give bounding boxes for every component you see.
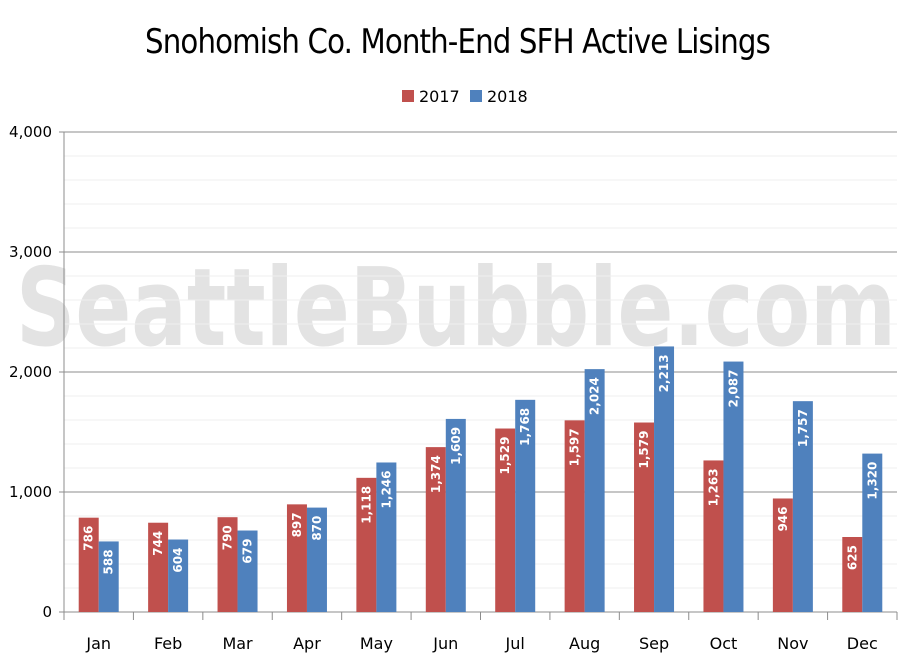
- legend: 2017 2018: [402, 87, 528, 106]
- y-tick-label: 3,000: [9, 243, 52, 261]
- bar-2018-oct: [723, 361, 744, 612]
- data-label: 1,609: [449, 427, 463, 465]
- legend-swatch-2018: [470, 90, 482, 102]
- legend-swatch-2017: [402, 90, 414, 102]
- bar-2018-aug: [584, 369, 605, 612]
- bar-2018-dec: [862, 453, 883, 612]
- data-label: 1,597: [568, 428, 582, 466]
- data-label: 786: [82, 526, 96, 551]
- data-label: 1,529: [498, 437, 512, 475]
- x-tick-label: Aug: [569, 634, 600, 653]
- bar-2017-nov: [772, 498, 793, 612]
- x-tick-label: Apr: [293, 634, 321, 653]
- bar-2017-jul: [495, 428, 516, 612]
- data-label: 897: [290, 512, 304, 537]
- data-label: 1,118: [359, 486, 373, 524]
- bar-2017-aug: [564, 420, 585, 612]
- data-label: 604: [171, 548, 185, 573]
- x-tick-label: Nov: [777, 634, 808, 653]
- data-label: 2,213: [657, 354, 671, 392]
- data-label: 946: [776, 506, 790, 531]
- data-label: 1,757: [796, 409, 810, 447]
- x-tick-label: Mar: [222, 634, 253, 653]
- x-tick-label: Feb: [154, 634, 182, 653]
- bar-2017-apr: [286, 504, 307, 612]
- chart-title: Snohomish Co. Month-End SFH Active Lisin…: [145, 22, 771, 62]
- bar-2018-may: [376, 462, 397, 612]
- bar-2018-nov: [792, 401, 813, 612]
- data-label: 1,768: [518, 408, 532, 446]
- bar-2017-oct: [703, 460, 724, 612]
- data-label: 790: [221, 525, 235, 550]
- x-tick-label: Oct: [710, 634, 738, 653]
- data-label: 2,087: [726, 370, 740, 408]
- x-tick-label: Jun: [432, 634, 458, 653]
- bar-2018-jan: [98, 541, 119, 612]
- bar-2018-jul: [515, 399, 536, 612]
- bars: 786 588 744 604 790 679 897 870 1,118 1,246 1,374 1…: [78, 346, 883, 612]
- x-tick-label: Jan: [85, 634, 111, 653]
- axes: 0 1,000 2,000 3,000 4,000 Jan Feb Mar Apr May Jun J…: [9, 123, 898, 653]
- data-label: 744: [151, 531, 165, 556]
- data-label: 1,579: [637, 431, 651, 469]
- data-label: 1,263: [706, 468, 720, 506]
- data-label: 870: [310, 516, 324, 541]
- data-label: 679: [241, 539, 255, 564]
- bar-2017-jan: [78, 517, 99, 612]
- bar-2017-sep: [634, 422, 655, 612]
- legend-label-2018: 2018: [487, 87, 528, 106]
- data-label: 1,374: [429, 455, 443, 493]
- bar-2018-feb: [168, 539, 189, 612]
- data-label: 625: [845, 545, 859, 570]
- legend-label-2017: 2017: [419, 87, 460, 106]
- bar-2018-apr: [306, 507, 327, 612]
- bar-2018-jun: [445, 418, 466, 612]
- y-tick-label: 0: [42, 603, 52, 621]
- bar-2018-sep: [654, 346, 675, 612]
- bar-2017-dec: [842, 537, 863, 612]
- bar-2017-mar: [217, 517, 238, 612]
- x-tick-label: Dec: [847, 634, 878, 653]
- data-label: 588: [102, 549, 116, 574]
- data-label: 1,320: [865, 462, 879, 500]
- x-tick-label: May: [360, 634, 393, 653]
- data-label: 1,246: [379, 470, 393, 508]
- bar-2017-feb: [148, 522, 169, 612]
- bar-2017-may: [356, 477, 377, 612]
- y-tick-label: 1,000: [9, 483, 52, 501]
- y-tick-label: 2,000: [9, 363, 52, 381]
- x-tick-label: Sep: [639, 634, 669, 653]
- bar-2018-mar: [237, 530, 258, 612]
- y-tick-label: 4,000: [9, 123, 52, 141]
- watermark-text: SeattleBubble.com: [16, 246, 896, 371]
- gridlines: [64, 131, 897, 589]
- x-tick-label: Jul: [505, 634, 525, 653]
- data-label: 2,024: [588, 377, 602, 415]
- bar-2017-jun: [425, 447, 446, 612]
